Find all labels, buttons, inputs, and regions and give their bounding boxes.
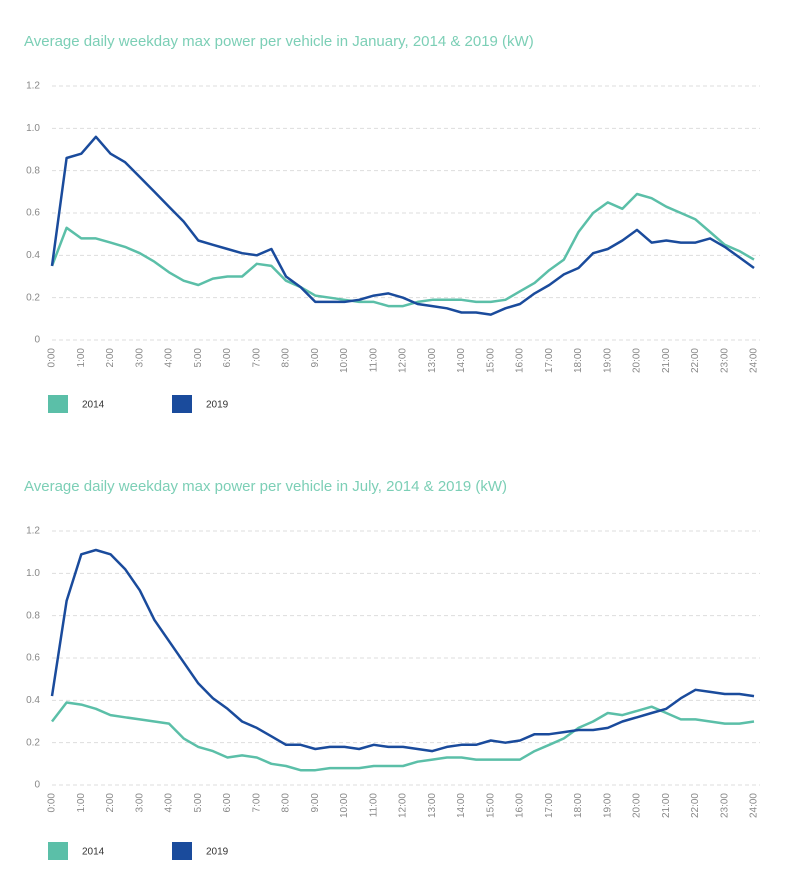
x-tick-label: 21:00	[661, 348, 672, 373]
x-tick-label: 24:00	[749, 348, 760, 373]
y-tick-label: 0.8	[26, 610, 40, 621]
x-tick-label: 18:00	[573, 348, 584, 373]
x-tick-label: 3:00	[134, 793, 145, 813]
x-tick-label: 10:00	[339, 348, 350, 373]
legend-label: 2019	[206, 400, 229, 411]
x-tick-label: 22:00	[690, 348, 701, 373]
line-series	[50, 135, 755, 316]
x-tick-label: 11:00	[368, 348, 379, 373]
x-tick-label: 6:00	[222, 348, 233, 368]
x-tick-label: 15:00	[485, 793, 496, 818]
x-tick-label: 15:00	[485, 348, 496, 373]
x-tick-label: 7:00	[251, 793, 262, 813]
x-tick-label: 2:00	[105, 793, 116, 813]
y-tick-label: 0.4	[26, 250, 40, 261]
x-tick-label: 23:00	[719, 348, 730, 373]
y-tick-label: 1.2	[26, 526, 40, 537]
legend-label: 2019	[206, 847, 229, 858]
legend-swatch	[48, 842, 68, 860]
x-tick-label: 5:00	[193, 793, 204, 813]
x-tick-label: 6:00	[222, 793, 233, 813]
y-tick-label: 0	[34, 335, 40, 346]
y-tick-label: 0.6	[26, 208, 40, 219]
x-tick-label: 11:00	[368, 793, 379, 818]
y-tick-label: 0	[34, 780, 40, 791]
x-tick-label: 23:00	[719, 793, 730, 818]
x-tick-label: 4:00	[164, 793, 175, 813]
x-tick-label: 4:00	[164, 348, 175, 368]
x-tick-label: 13:00	[427, 793, 438, 818]
line-series	[50, 192, 755, 308]
chart-title: Average daily weekday max power per vehi…	[24, 33, 534, 50]
x-tick-label: 8:00	[281, 348, 292, 368]
y-tick-label: 0.8	[26, 165, 40, 176]
x-tick-label: 13:00	[427, 348, 438, 373]
legend-label: 2014	[82, 400, 105, 411]
legend-swatch	[172, 842, 192, 860]
x-tick-label: 19:00	[602, 348, 613, 373]
legend-label: 2014	[82, 847, 105, 858]
x-tick-label: 12:00	[398, 348, 409, 373]
line-series	[50, 548, 755, 753]
x-tick-label: 16:00	[515, 348, 526, 373]
x-tick-label: 12:00	[398, 793, 409, 818]
x-tick-label: 10:00	[339, 793, 350, 818]
x-tick-label: 24:00	[749, 793, 760, 818]
x-tick-label: 14:00	[456, 793, 467, 818]
y-tick-label: 1.0	[26, 568, 40, 579]
x-tick-label: 0:00	[47, 348, 58, 368]
y-tick-label: 1.0	[26, 123, 40, 134]
x-tick-label: 20:00	[632, 348, 643, 373]
y-tick-label: 0.2	[26, 292, 40, 303]
x-tick-label: 18:00	[573, 793, 584, 818]
x-tick-label: 7:00	[251, 348, 262, 368]
x-tick-label: 8:00	[281, 793, 292, 813]
y-tick-label: 1.2	[26, 81, 40, 92]
x-tick-label: 17:00	[544, 793, 555, 818]
x-tick-label: 3:00	[134, 348, 145, 368]
x-tick-label: 22:00	[690, 793, 701, 818]
x-tick-label: 20:00	[632, 793, 643, 818]
line-series	[51, 701, 755, 772]
x-tick-label: 9:00	[310, 793, 321, 813]
x-tick-label: 21:00	[661, 793, 672, 818]
x-tick-label: 14:00	[456, 348, 467, 373]
y-tick-label: 0.2	[26, 737, 40, 748]
x-tick-label: 19:00	[602, 793, 613, 818]
x-tick-label: 2:00	[105, 348, 116, 368]
x-tick-label: 5:00	[193, 348, 204, 368]
x-tick-label: 1:00	[76, 793, 87, 813]
chart-title: Average daily weekday max power per vehi…	[24, 478, 507, 495]
x-tick-label: 16:00	[515, 793, 526, 818]
x-tick-label: 9:00	[310, 348, 321, 368]
x-tick-label: 0:00	[47, 793, 58, 813]
y-tick-label: 0.4	[26, 695, 40, 706]
x-tick-label: 1:00	[76, 348, 87, 368]
y-tick-label: 0.6	[26, 653, 40, 664]
legend-swatch	[172, 395, 192, 413]
legend-swatch	[48, 395, 68, 413]
x-tick-label: 17:00	[544, 348, 555, 373]
